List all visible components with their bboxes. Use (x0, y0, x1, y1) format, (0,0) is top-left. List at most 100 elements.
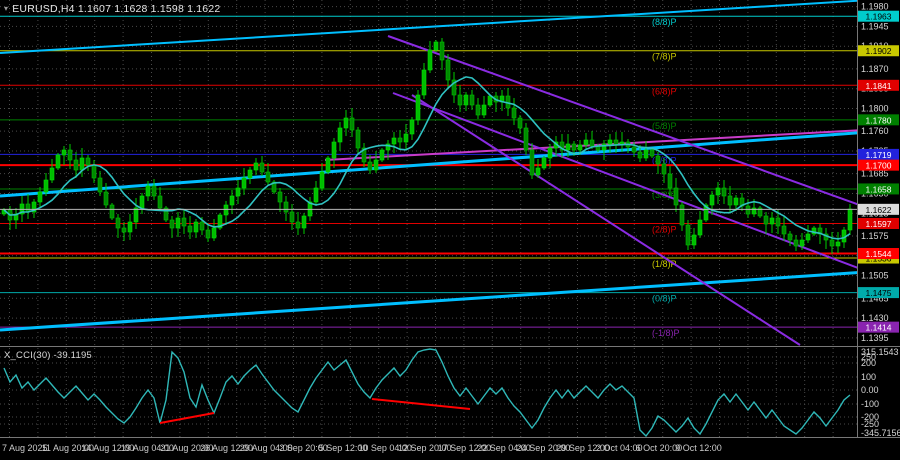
candle (673, 187, 679, 206)
descending-channel-upper-purple[interactable] (387, 35, 882, 213)
candle (445, 59, 451, 81)
ascending-support-cyan-mid[interactable] (0, 131, 882, 198)
time-label: 21 Aug 20:00 (160, 443, 213, 453)
candle (541, 157, 547, 169)
candle (439, 41, 445, 61)
price-axis-badge (858, 287, 899, 299)
time-label: 19 Aug 04:00 (121, 443, 174, 453)
murray-level-label: (1/8)P (652, 259, 677, 269)
candle (157, 195, 163, 209)
symbol-title-text: EURUSD,H4 1.1607 1.1628 1.1598 1.1622 (12, 3, 221, 15)
candle (829, 239, 835, 247)
candle (655, 155, 661, 165)
candle (133, 207, 139, 223)
candle (457, 94, 463, 106)
candle (337, 127, 343, 143)
price-axis-badge (858, 148, 899, 160)
candle (253, 162, 259, 171)
candle (427, 49, 433, 71)
candle (379, 149, 385, 161)
candle (697, 219, 703, 236)
cci-axis-label: -100 (861, 399, 879, 409)
candle (775, 217, 781, 227)
candle (373, 159, 379, 171)
candle (271, 181, 277, 193)
murray-level-label: (7/8)P (652, 52, 677, 62)
candles (1, 38, 853, 254)
candle (91, 164, 97, 179)
time-label: 7 Aug 2025 (2, 443, 48, 453)
candle (259, 162, 265, 173)
candle (727, 195, 733, 206)
candle (109, 204, 115, 219)
indicator-label[interactable]: X_CCI(30) -39.1195 (4, 350, 92, 361)
candle (835, 241, 841, 247)
symbol-dropdown-icon[interactable]: ▾ (4, 4, 9, 13)
ascending-support-cyan-low[interactable] (0, 271, 882, 332)
candle (205, 229, 211, 239)
candle (43, 179, 49, 193)
candle (145, 185, 151, 197)
candle (637, 151, 643, 159)
candle (391, 137, 397, 145)
price-axis-label: 1.1575 (861, 231, 889, 241)
time-label: 9 Oct 12:00 (675, 443, 722, 453)
candle (367, 161, 373, 171)
price-axis-badge-label: 1.1622 (866, 205, 892, 215)
candle (295, 221, 301, 229)
candle (151, 185, 157, 197)
candle (199, 221, 205, 231)
candle (781, 225, 787, 235)
candle (181, 217, 187, 227)
price-axis-badge (858, 183, 899, 195)
candle (469, 94, 475, 106)
candle (679, 204, 685, 226)
candle (643, 149, 649, 159)
candle (331, 141, 337, 159)
price-axis-badge (858, 203, 899, 215)
cci-red-trendline[interactable] (371, 398, 471, 410)
candle (583, 139, 589, 146)
candle (67, 149, 73, 161)
cci-axis-label: -250 (861, 419, 879, 429)
cci-axis-label: 250 (861, 352, 876, 362)
price-axis[interactable]: 1.19801.19451.19101.18701.18351.18001.17… (858, 2, 899, 343)
cci-axis-label: 315.1543 (861, 347, 899, 357)
descending-channel-lower-purple[interactable] (392, 92, 882, 277)
cci-red-trendline[interactable] (159, 412, 215, 424)
candle (409, 119, 415, 135)
cci-axis-label: 0.00 (861, 385, 879, 395)
cci-axis-label: -345.7156 (861, 428, 900, 438)
candle (793, 239, 799, 247)
price-axis-badge (858, 321, 899, 333)
candle (397, 137, 403, 143)
candle (691, 234, 697, 246)
candle (289, 211, 295, 223)
candle (709, 194, 715, 206)
candle (703, 204, 709, 221)
candle (571, 143, 577, 151)
candle (475, 104, 481, 116)
candle (241, 177, 247, 189)
descending-trend-steep-purple[interactable] (411, 94, 801, 346)
candle (565, 143, 571, 151)
symbol-title[interactable]: ▾ EURUSD,H4 1.1607 1.1628 1.1598 1.1622 (4, 3, 220, 15)
cci-line (3, 348, 851, 437)
price-axis-badge-label: 1.1719 (866, 150, 892, 160)
price-axis-badge (858, 114, 899, 126)
price-axis-label: 1.1430 (861, 313, 889, 323)
ascending-line-upper-cyan[interactable] (0, 0, 870, 54)
candle (349, 117, 355, 131)
candle (61, 149, 67, 156)
time-label: 10 Sep 04:00 (358, 443, 412, 453)
candle (631, 146, 637, 153)
murray-level-label: (6/8)P (652, 86, 677, 96)
candle (685, 224, 691, 246)
price-axis-badge-label: 1.1414 (866, 323, 892, 333)
candle (769, 217, 775, 225)
cci-pane[interactable] (3, 348, 851, 437)
